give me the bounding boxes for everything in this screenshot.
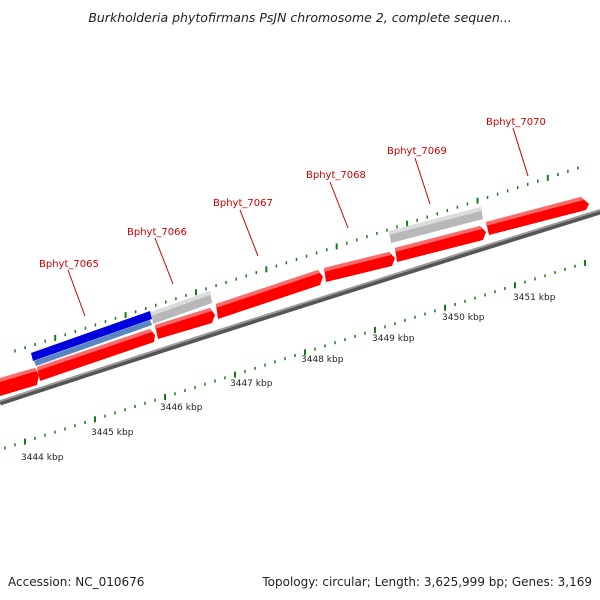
genome-summary-text: Topology: circular; Length: 3,625,999 bp…: [262, 575, 592, 589]
gene-label-bphyt-7068[interactable]: Bphyt_7068: [306, 170, 366, 181]
gene-arrow-3[interactable]: [155, 308, 215, 339]
kbp-label: 3451 kbp: [513, 293, 556, 303]
gene-arrow-5[interactable]: [324, 252, 395, 282]
accession-text: Accession: NC_010676: [8, 575, 145, 589]
gene-pseudo-2[interactable]: [389, 207, 483, 243]
genome-backbone: [0, 209, 600, 406]
gene-label-bphyt-7065[interactable]: Bphyt_7065: [39, 259, 99, 270]
upper-tick-track: [14, 166, 579, 353]
kbp-label: 3449 kbp: [372, 334, 415, 344]
gene-pseudo-1[interactable]: [151, 291, 212, 324]
kbp-label: 3448 kbp: [301, 355, 344, 365]
gene-arrow-7[interactable]: [486, 197, 589, 235]
gene-highlight-shadow[interactable]: [34, 320, 152, 366]
gene-label-bphyt-7067[interactable]: Bphyt_7067: [213, 198, 273, 209]
map-title: Burkholderia phytofirmans PsJN chromosom…: [88, 10, 512, 25]
gene-arrow-1[interactable]: [0, 368, 39, 396]
kbp-label: 3447 kbp: [230, 379, 273, 389]
gene-arrow-4[interactable]: [216, 270, 323, 319]
gene-label-bphyt-7069[interactable]: Bphyt_7069: [387, 146, 447, 157]
kbp-label: 3445 kbp: [91, 428, 134, 438]
gene-arrow-6[interactable]: [395, 226, 486, 262]
kbp-label: 3446 kbp: [160, 403, 203, 413]
kbp-label: 3450 kbp: [442, 313, 485, 323]
lower-tick-track: [4, 260, 586, 450]
gene-label-bphyt-7070[interactable]: Bphyt_7070: [486, 117, 546, 128]
kbp-label: 3444 kbp: [21, 453, 64, 463]
gene-highlight-bar[interactable]: [31, 311, 152, 361]
gene-label-bphyt-7066[interactable]: Bphyt_7066: [127, 227, 187, 238]
gene-arrow-2[interactable]: [37, 329, 155, 381]
gene-label-leaders: [67, 127, 529, 317]
